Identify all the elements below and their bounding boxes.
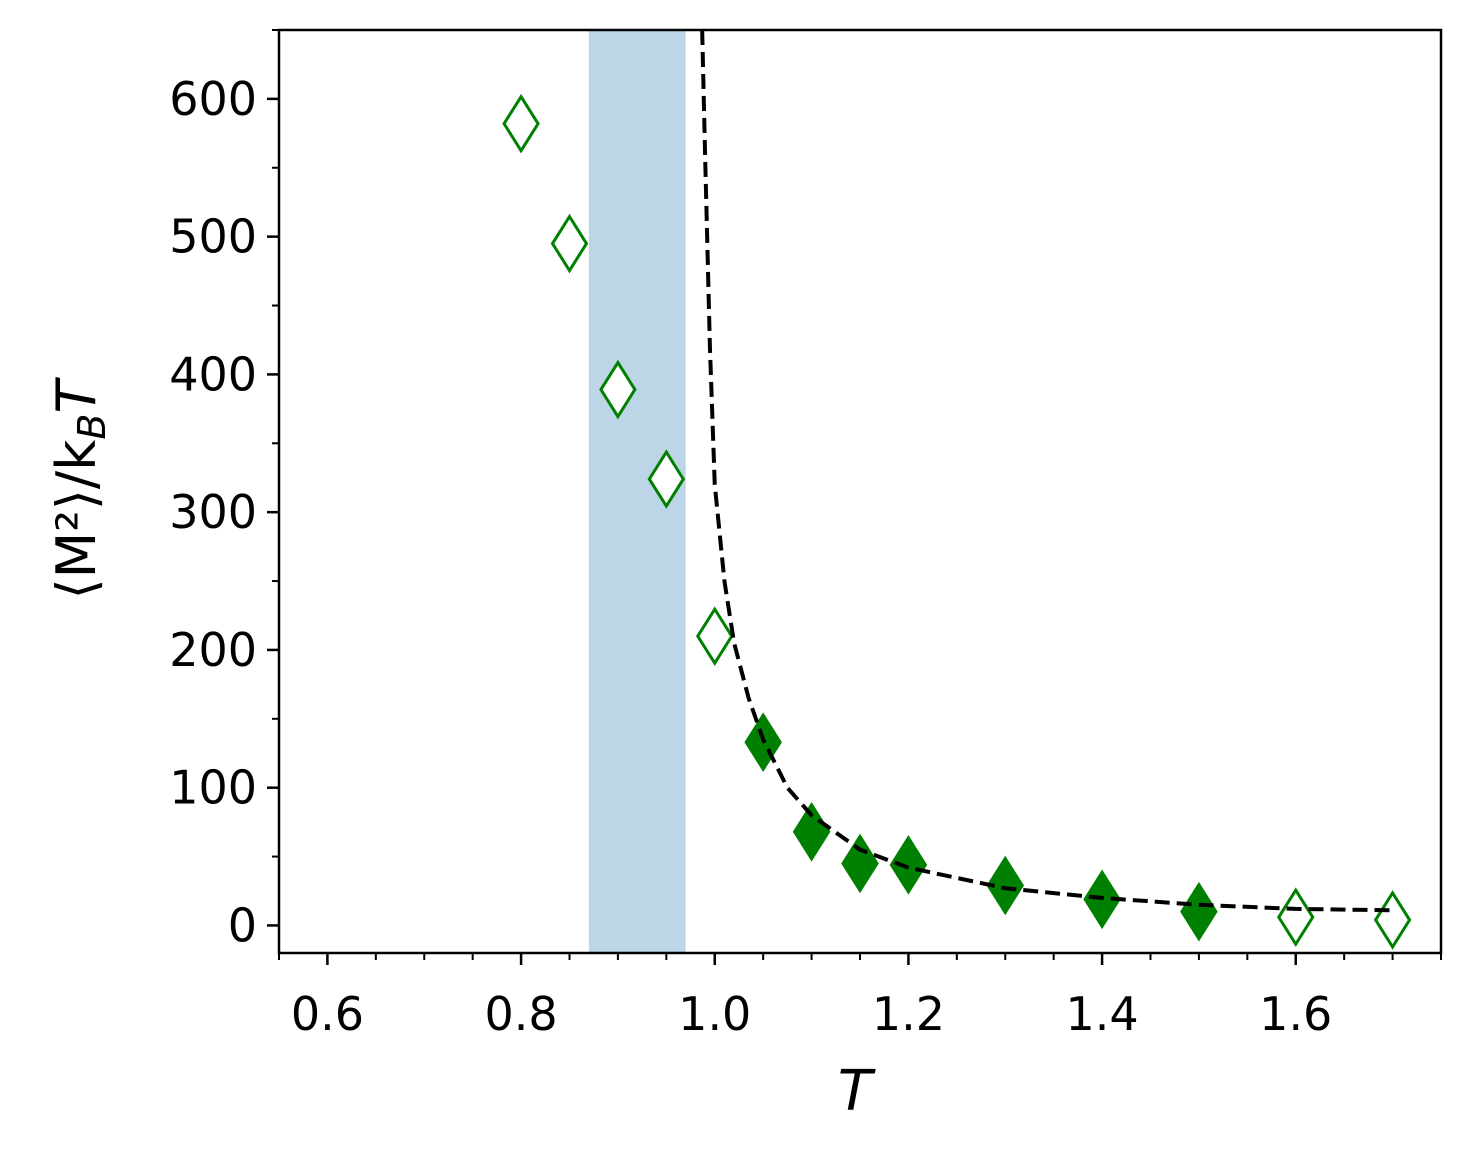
y-tick-label: 100 <box>169 761 257 815</box>
y-tick-label: 300 <box>169 485 257 539</box>
filled-marker <box>1180 881 1218 942</box>
y-axis-label: ⟨M²⟩/kBT <box>45 377 114 600</box>
open-marker <box>647 449 686 509</box>
x-tick-label: 0.8 <box>485 987 558 1041</box>
open-marker <box>1276 887 1315 947</box>
x-tick-label: 0.6 <box>291 987 364 1041</box>
y-tick-label: 400 <box>169 347 257 401</box>
y-tick-label: 600 <box>169 72 257 126</box>
open-marker <box>695 606 734 666</box>
fit-curve <box>700 30 1393 913</box>
axes: 0.6 0.8 1.0 1.2 1.4 1.6 0 100 200 300 400 500 600 <box>169 28 1443 1041</box>
filled-marker <box>889 835 928 895</box>
open-marker <box>502 93 540 154</box>
axes-frame <box>277 28 1443 955</box>
open-marker <box>550 213 589 274</box>
y-tick-label: 200 <box>169 623 257 677</box>
filled-marker <box>841 833 879 894</box>
filled-marker <box>986 855 1025 916</box>
open-marker <box>1373 890 1412 950</box>
x-tick-label: 1.0 <box>678 987 751 1041</box>
x-axis-label: T <box>838 1059 876 1124</box>
y-tick-label: 0 <box>228 898 257 952</box>
y-tick-label: 500 <box>169 210 257 264</box>
plot-area <box>502 30 1412 953</box>
x-tick-label: 1.4 <box>1066 987 1139 1041</box>
x-tick-label: 1.6 <box>1259 987 1332 1041</box>
x-tick-label: 1.2 <box>872 987 945 1041</box>
open-marker <box>599 359 637 420</box>
